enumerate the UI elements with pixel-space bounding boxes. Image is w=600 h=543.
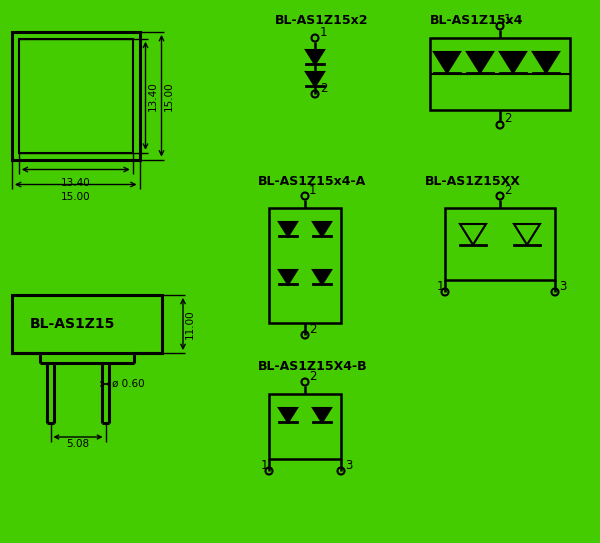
Polygon shape [313, 270, 331, 285]
Text: 13.40: 13.40 [148, 81, 157, 111]
Text: BL-AS1Z15: BL-AS1Z15 [30, 317, 115, 331]
Bar [269, 394, 341, 459]
Text: ø 0.60: ø 0.60 [112, 379, 145, 389]
Text: 11.00: 11.00 [185, 309, 195, 339]
Text: 1: 1 [437, 280, 445, 293]
Text: 15.00: 15.00 [163, 81, 173, 111]
Bar [430, 38, 570, 110]
Text: 1: 1 [261, 459, 269, 472]
Polygon shape [514, 224, 540, 245]
Text: 1: 1 [320, 26, 328, 39]
Text: BL-AS1Z15x4-A: BL-AS1Z15x4-A [258, 175, 366, 188]
Text: 2: 2 [309, 323, 317, 336]
Polygon shape [313, 222, 331, 236]
Text: BL-AS1Z15x2: BL-AS1Z15x2 [275, 14, 368, 27]
Bar [12, 295, 162, 353]
Text: 5.08: 5.08 [67, 439, 89, 449]
Text: 3: 3 [559, 280, 566, 293]
Text: BL-AS1Z15X4-B: BL-AS1Z15X4-B [258, 360, 368, 373]
Text: 15.00: 15.00 [61, 193, 91, 203]
Text: BL-AS1Z15x4: BL-AS1Z15x4 [430, 14, 523, 27]
Text: 2: 2 [504, 112, 511, 125]
Polygon shape [500, 52, 526, 73]
Polygon shape [533, 52, 559, 73]
Bar [445, 208, 555, 280]
Bar [19, 39, 133, 153]
Polygon shape [279, 222, 297, 236]
Polygon shape [306, 72, 324, 86]
Text: BL-AS1Z15XX: BL-AS1Z15XX [425, 175, 521, 188]
Polygon shape [279, 270, 297, 285]
Text: 2: 2 [504, 184, 511, 197]
Text: 1: 1 [309, 184, 317, 197]
Text: 1: 1 [504, 13, 511, 26]
Bar [269, 208, 341, 323]
Text: 3: 3 [345, 459, 352, 472]
Bar [12, 32, 139, 160]
Text: 2: 2 [309, 370, 317, 383]
Polygon shape [460, 224, 486, 245]
Polygon shape [306, 50, 324, 65]
Text: 2: 2 [320, 82, 328, 95]
Polygon shape [313, 408, 331, 422]
Text: 13.40: 13.40 [61, 178, 91, 187]
Polygon shape [279, 408, 297, 422]
Polygon shape [467, 52, 493, 73]
Polygon shape [434, 52, 460, 73]
